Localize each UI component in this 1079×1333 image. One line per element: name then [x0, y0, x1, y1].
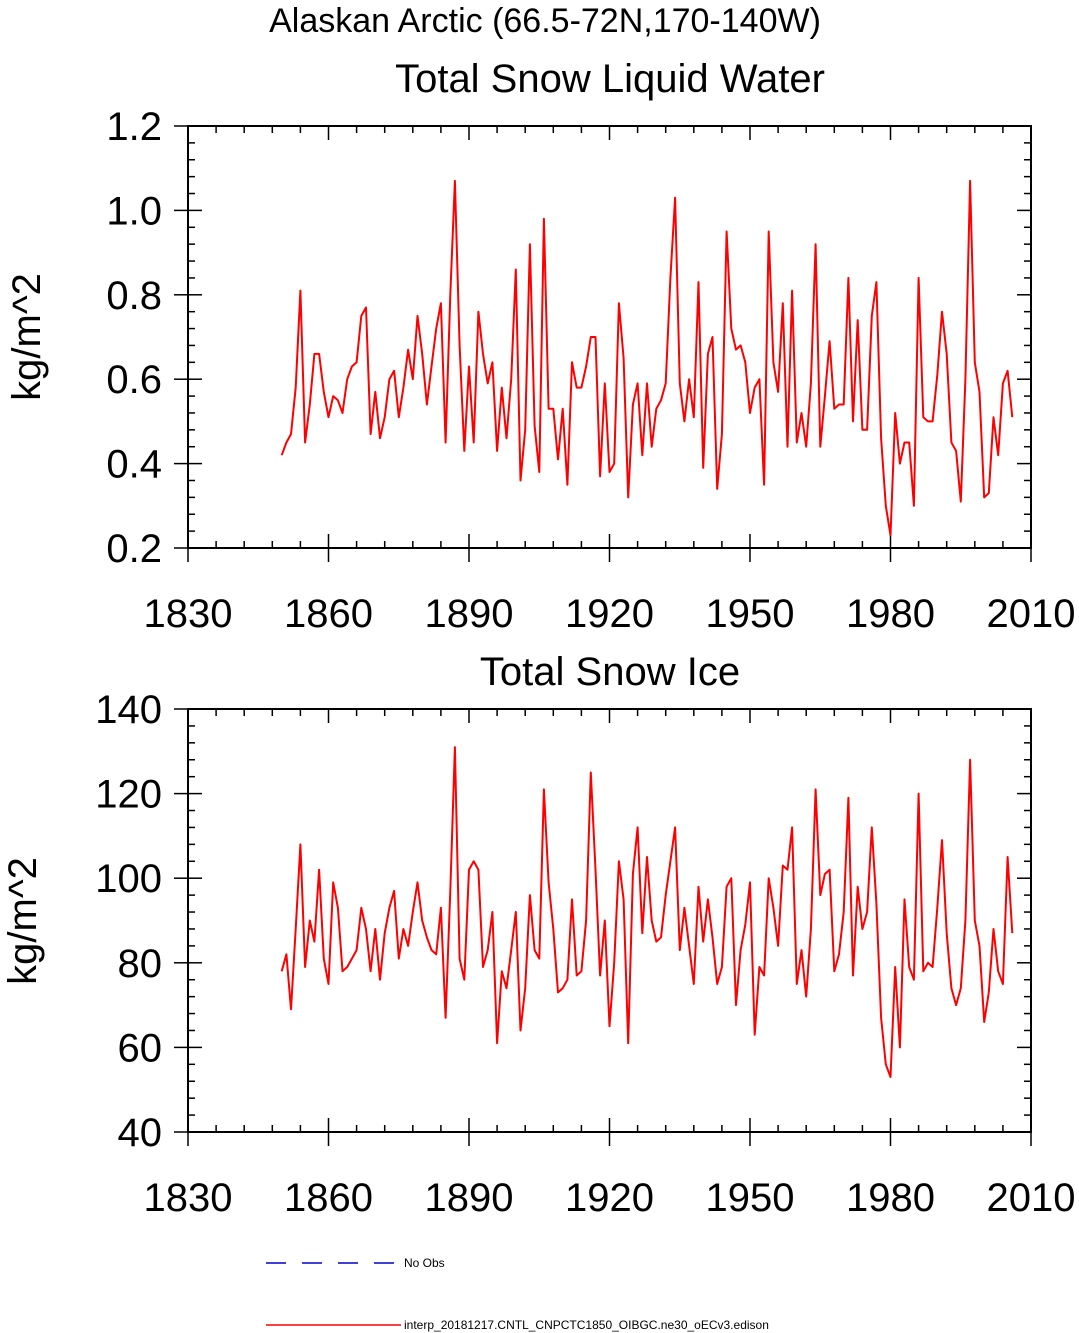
x-tick-label: 1830 — [144, 1176, 233, 1220]
legend: No Obs interp_20181217.CNTL_CNPCTC1850_O… — [266, 1256, 769, 1332]
series-line-liquid-water — [280, 179, 1014, 537]
legend-label-no-obs: No Obs — [404, 1256, 445, 1270]
x-tick-label: 1860 — [284, 592, 373, 636]
x-tick-label: 1920 — [565, 592, 654, 636]
y-tick-label: 140 — [95, 688, 162, 732]
x-tick-label: 1830 — [144, 592, 233, 636]
panel-liquid-water: Total Snow Liquid Water kg/m^2 1830 1860 1… — [5, 57, 1075, 636]
panel-title-snow-ice: Total Snow Ice — [480, 650, 740, 694]
y-tick-label: 60 — [118, 1026, 163, 1070]
plot-frame-liquid-water — [187, 125, 1032, 549]
legend-label-model-run: interp_20181217.CNTL_CNPCTC1850_OIBGC.ne… — [404, 1318, 769, 1332]
x-tick-label: 1950 — [706, 1176, 795, 1220]
x-tick-label: 1890 — [425, 1176, 514, 1220]
x-tick-label: 2010 — [987, 592, 1076, 636]
y-tick-label: 120 — [95, 773, 162, 817]
y-tick-label: 80 — [118, 942, 163, 986]
x-tick-label: 1920 — [565, 1176, 654, 1220]
y-tick-label: 100 — [95, 857, 162, 901]
figure-title: Alaskan Arctic (66.5-72N,170-140W) — [269, 2, 821, 40]
x-tick-label: 1860 — [284, 1176, 373, 1220]
x-tick-label: 1950 — [706, 592, 795, 636]
y-tick-label: 0.6 — [106, 358, 162, 402]
plot-frame-snow-ice — [187, 708, 1032, 1133]
y-tick-label: 40 — [118, 1111, 163, 1155]
y-axis-label-liquid-water: kg/m^2 — [5, 273, 49, 401]
y-tick-label: 0.2 — [106, 527, 162, 571]
ticks-liquid-water: 1830 1860 1890 1920 1950 1980 2010 0.2 0.4 0.6 0.8… — [106, 105, 1075, 636]
y-axis-label-snow-ice: kg/m^2 — [1, 857, 45, 985]
y-tick-label: 0.4 — [106, 443, 162, 487]
y-tick-label: 1.2 — [106, 105, 162, 149]
series-line-snow-ice — [280, 746, 1014, 1078]
y-tick-label: 1.0 — [106, 189, 162, 233]
y-tick-label: 0.8 — [106, 274, 162, 318]
ticks-snow-ice: 1830 1860 1890 1920 1950 1980 2010 40 60 80 100 120… — [95, 688, 1075, 1220]
x-tick-label: 1980 — [846, 1176, 935, 1220]
x-tick-label: 1980 — [846, 592, 935, 636]
panel-title-liquid-water: Total Snow Liquid Water — [395, 57, 825, 101]
x-tick-label: 1890 — [425, 592, 514, 636]
panel-snow-ice: Total Snow Ice kg/m^2 1830 1860 1890 1920 19… — [1, 650, 1075, 1220]
x-tick-label: 2010 — [987, 1176, 1076, 1220]
